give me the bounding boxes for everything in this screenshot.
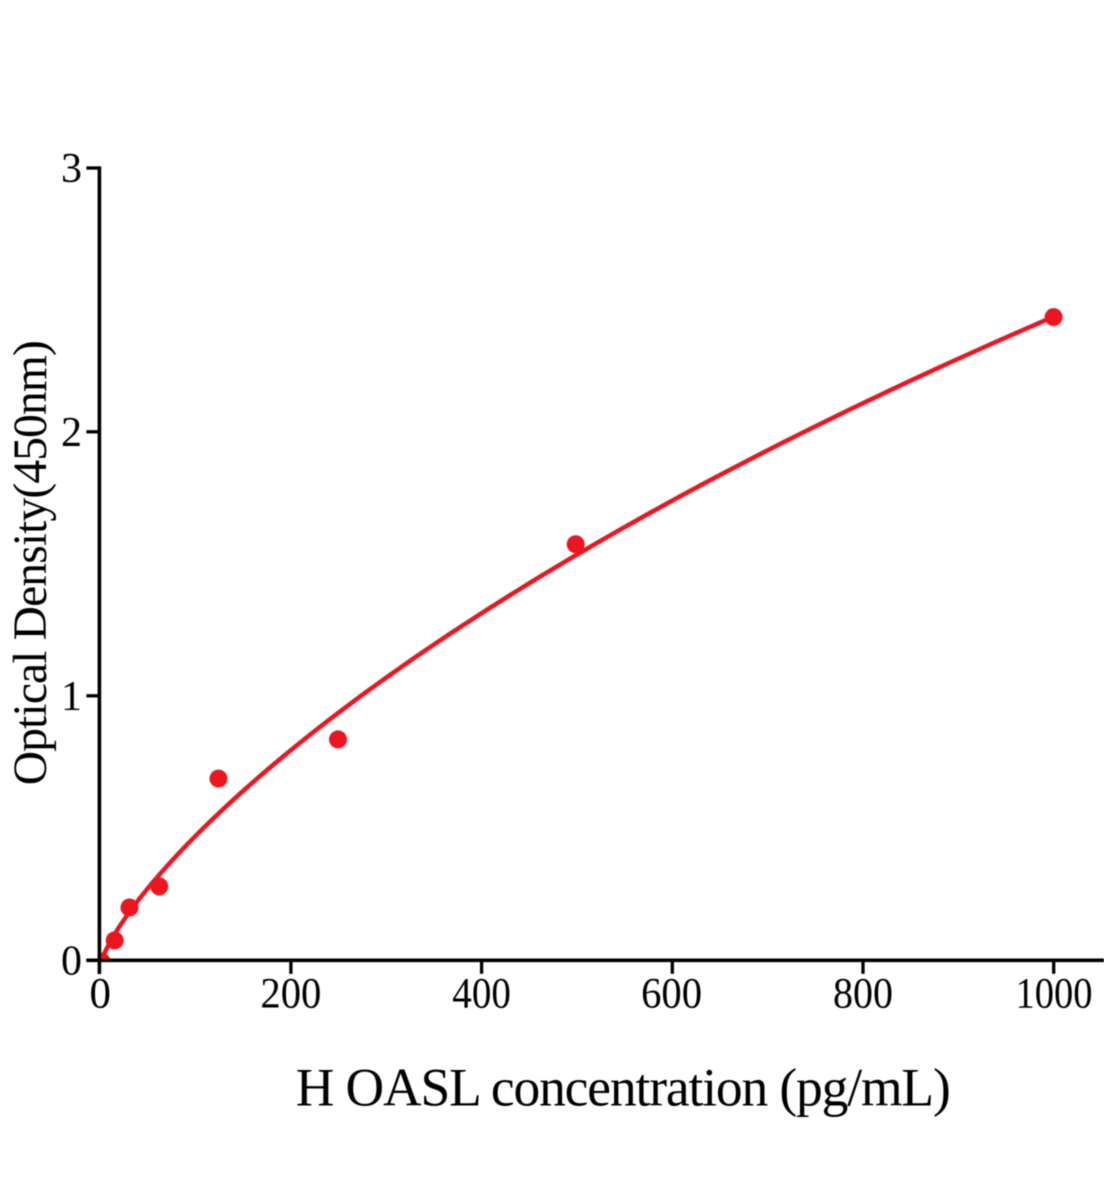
svg-text:800: 800 [833, 971, 893, 1018]
svg-text:1: 1 [61, 674, 82, 720]
svg-text:3: 3 [61, 146, 82, 192]
svg-text:0: 0 [61, 938, 82, 984]
svg-text:0: 0 [90, 971, 112, 1018]
svg-text:1000: 1000 [1016, 971, 1093, 1018]
svg-text:200: 200 [260, 971, 321, 1018]
svg-text:400: 400 [452, 971, 511, 1018]
svg-text:600: 600 [641, 971, 702, 1018]
svg-text:Optical Density(450nm): Optical Density(450nm) [5, 340, 57, 785]
svg-text:2: 2 [61, 410, 82, 456]
svg-text:H OASL concentration (pg/mL): H OASL concentration (pg/mL) [296, 1058, 951, 1118]
